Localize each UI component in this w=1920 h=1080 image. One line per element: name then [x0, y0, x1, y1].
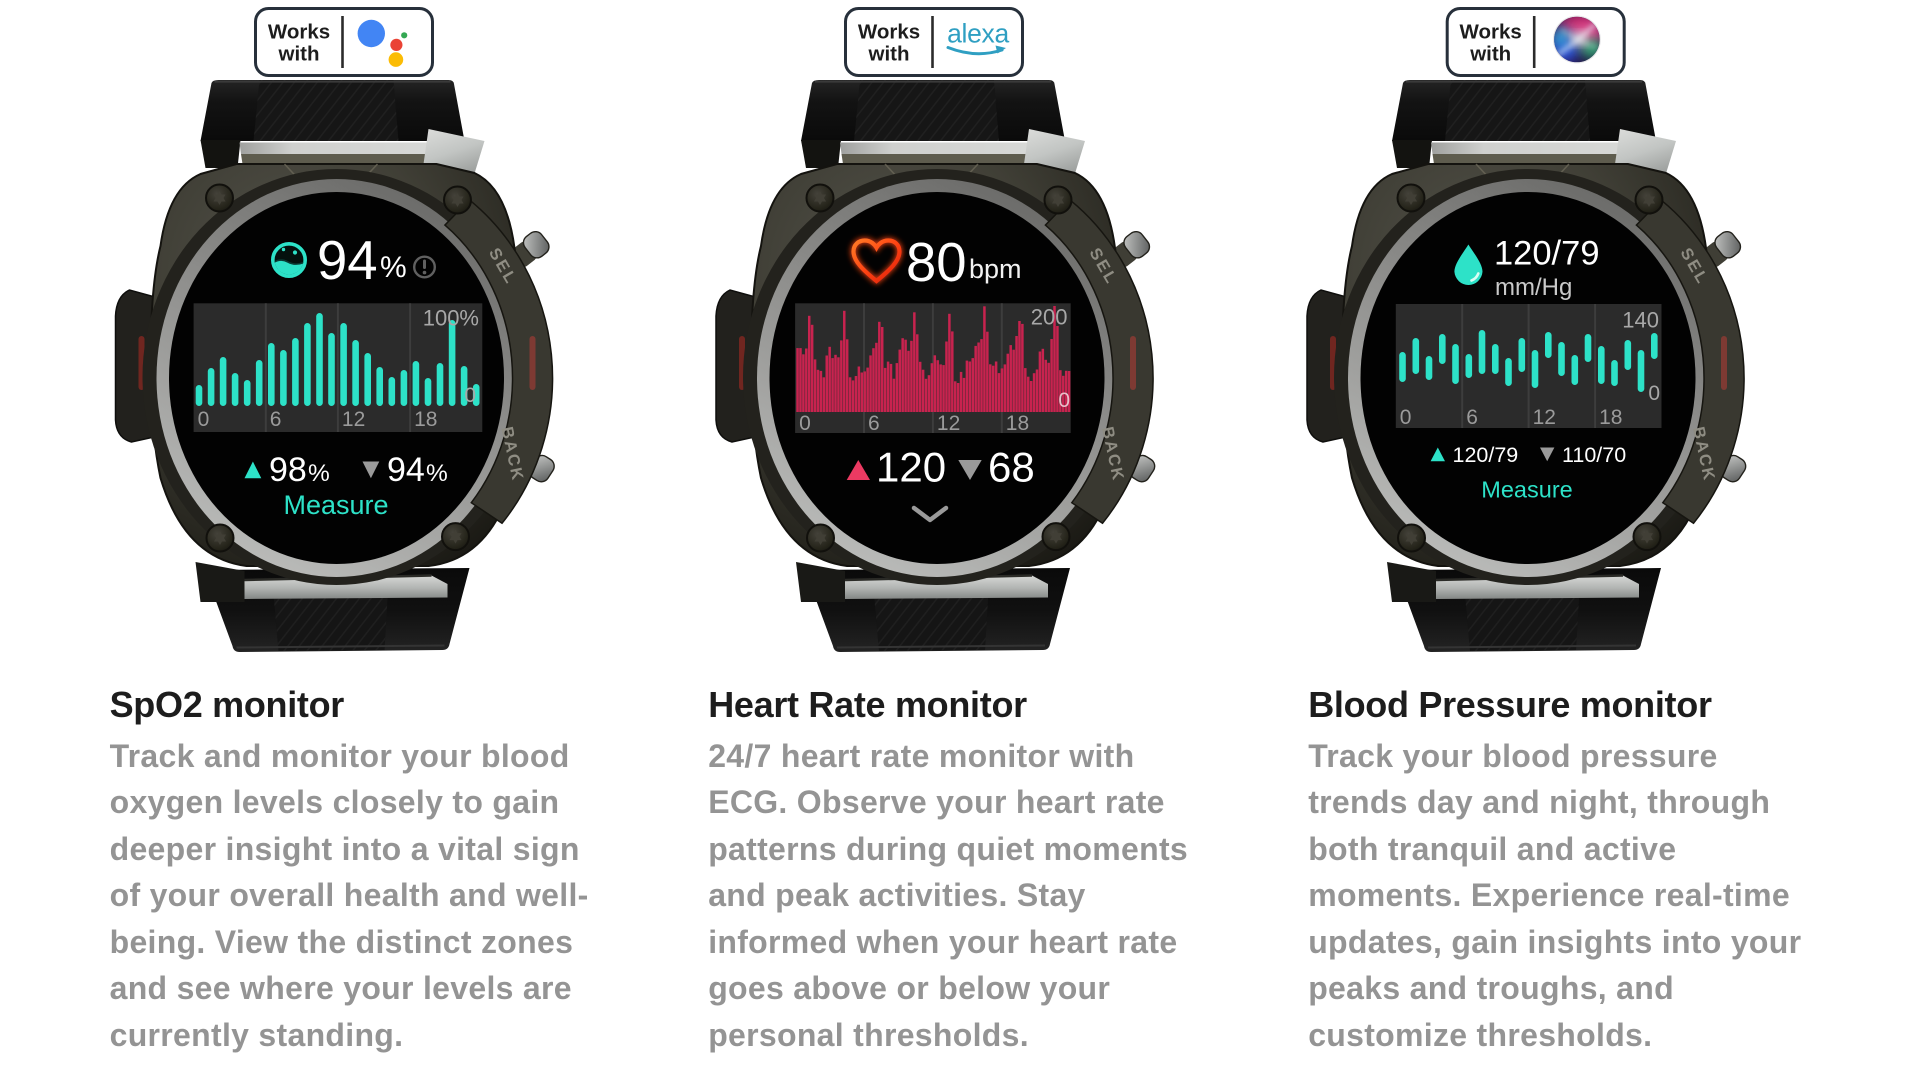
- svg-text:0: 0: [198, 408, 210, 431]
- svg-text:%: %: [308, 460, 330, 487]
- svg-text:12: 12: [342, 408, 365, 431]
- svg-text:0: 0: [1058, 389, 1070, 412]
- svg-text:Works: Works: [858, 21, 920, 44]
- svg-text:6: 6: [270, 408, 282, 431]
- svg-text:mm/Hg: mm/Hg: [1495, 274, 1572, 301]
- svg-text:6: 6: [868, 412, 880, 435]
- svg-text:110/70: 110/70: [1562, 443, 1626, 467]
- svg-text:Measure: Measure: [1481, 477, 1572, 503]
- svg-text:Works: Works: [268, 21, 330, 44]
- svg-text:68: 68: [988, 444, 1035, 491]
- svg-text:bpm: bpm: [969, 254, 1022, 284]
- svg-text:140: 140: [1622, 308, 1659, 333]
- svg-text:18: 18: [414, 408, 437, 431]
- svg-text:80: 80: [906, 232, 967, 293]
- svg-text:%: %: [380, 251, 407, 284]
- svg-text:18: 18: [1599, 406, 1622, 429]
- svg-text:94: 94: [387, 451, 425, 489]
- svg-text:0: 0: [464, 384, 476, 407]
- svg-text:120/79: 120/79: [1453, 443, 1519, 467]
- svg-text:6: 6: [1466, 406, 1478, 429]
- svg-text:94: 94: [317, 230, 378, 291]
- svg-text:120/79: 120/79: [1494, 235, 1600, 273]
- svg-text:0: 0: [799, 412, 811, 435]
- svg-text:12: 12: [937, 412, 960, 435]
- svg-text:with: with: [868, 43, 910, 66]
- svg-text:with: with: [278, 43, 320, 66]
- svg-text:98: 98: [269, 451, 307, 489]
- svg-text:Measure: Measure: [283, 490, 388, 520]
- svg-text:Works: Works: [1460, 21, 1522, 44]
- svg-text:0: 0: [1648, 382, 1660, 405]
- svg-text:200: 200: [1031, 305, 1068, 330]
- svg-text:12: 12: [1533, 406, 1556, 429]
- svg-text:%: %: [426, 460, 448, 487]
- svg-text:0: 0: [1400, 406, 1412, 429]
- svg-text:alexa: alexa: [947, 19, 1009, 49]
- svg-text:18: 18: [1006, 412, 1029, 435]
- svg-text:100%: 100%: [423, 306, 479, 331]
- svg-text:120: 120: [876, 444, 946, 491]
- svg-text:with: with: [1469, 43, 1511, 66]
